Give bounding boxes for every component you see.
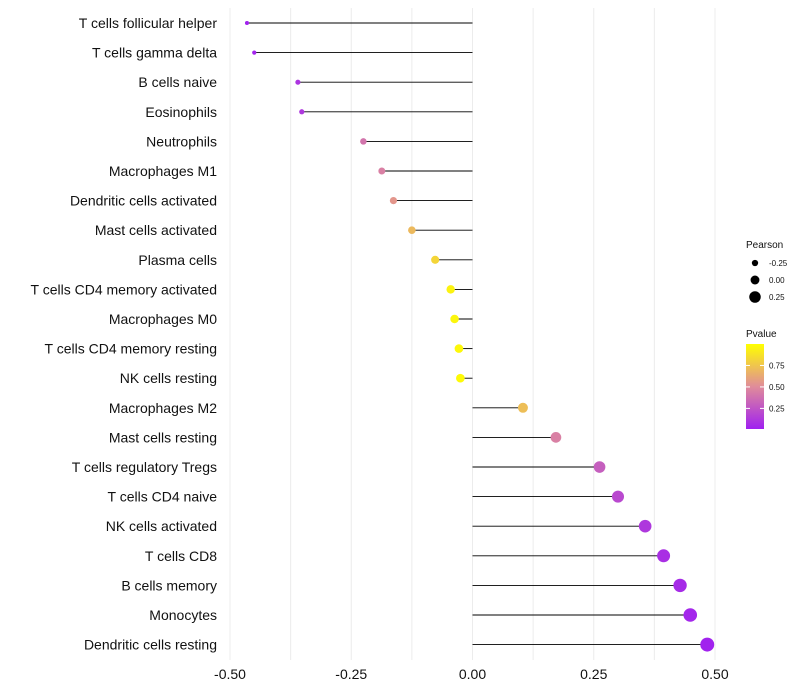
stems — [246, 22, 708, 646]
lollipop-point — [360, 138, 367, 145]
y-axis-label: B cells naive — [138, 74, 217, 90]
legend-pvalue-label: 0.25 — [769, 404, 785, 413]
lollipop-point — [450, 314, 459, 324]
legend-pearson-key — [751, 259, 759, 267]
y-axis-labels: T cells follicular helper T cells gamma d… — [31, 15, 218, 653]
y-axis-label: Macrophages M0 — [109, 311, 217, 327]
lollipop-point — [700, 637, 715, 652]
lollipop-point — [244, 20, 250, 26]
legend-pearson-title: Pearson — [746, 240, 783, 251]
lollipop-point — [550, 432, 562, 443]
y-axis-label: T cells CD4 memory resting — [45, 341, 217, 357]
legend-pearson-label: 0.00 — [769, 276, 785, 285]
y-axis-label: Monocytes — [149, 607, 217, 623]
legend-pvalue-title: Pvalue — [746, 329, 777, 340]
y-axis-label: B cells memory — [121, 577, 217, 593]
y-axis-label: T cells CD4 naive — [108, 489, 218, 505]
y-axis-label: T cells follicular helper — [79, 15, 218, 31]
legend-pearson-key — [750, 275, 760, 285]
y-axis-label: NK cells activated — [106, 518, 217, 534]
x-tick-label: 0.00 — [459, 666, 486, 682]
lollipop-point — [299, 109, 305, 115]
legend-pearson-key — [749, 291, 761, 303]
y-axis-label: Neutrophils — [146, 133, 217, 149]
lollipop-point — [252, 50, 257, 55]
lollipop-point — [446, 285, 455, 294]
y-axis-label: Eosinophils — [145, 104, 217, 120]
lollipop-point — [638, 519, 652, 533]
y-axis-label: Macrophages M1 — [109, 163, 217, 179]
x-tick-label: 0.25 — [580, 666, 607, 682]
legend-pvalue-label: 0.50 — [769, 383, 785, 392]
lollipop-point — [673, 578, 687, 593]
lollipop-point — [378, 167, 386, 175]
y-axis-label: Dendritic cells activated — [70, 193, 217, 209]
legend-pearson-label: -0.25 — [769, 259, 788, 268]
lollipop-point — [389, 197, 398, 205]
y-axis-label: T cells CD4 memory activated — [31, 281, 217, 297]
lollipop-point — [431, 255, 440, 264]
lollipop-point — [295, 79, 301, 85]
y-axis-label: NK cells resting — [120, 370, 217, 386]
pvalue-colorbar — [746, 344, 764, 429]
x-tick-label: 0.50 — [701, 666, 728, 682]
legend-pearson: Pearson -0.25 0.00 0.25 — [746, 240, 788, 303]
lollipop-point — [683, 608, 698, 622]
lollipop-point — [456, 373, 465, 383]
x-tick-label: -0.25 — [335, 666, 367, 682]
y-axis-label: Mast cells resting — [109, 429, 217, 445]
y-axis-label: Dendritic cells resting — [84, 637, 217, 653]
legend-pearson-label: 0.25 — [769, 293, 785, 302]
lollipop-point — [611, 490, 625, 503]
y-axis-label: T cells regulatory Tregs — [72, 459, 217, 475]
y-axis-label: Macrophages M2 — [109, 400, 217, 416]
lollipop-point — [408, 226, 416, 234]
y-axis-label: Mast cells activated — [95, 222, 217, 238]
lollipop-point — [593, 461, 606, 473]
points — [244, 20, 715, 652]
legend-pvalue-label: 0.75 — [769, 361, 785, 370]
y-axis-label: Plasma cells — [138, 252, 217, 268]
lollipop-point — [454, 344, 464, 353]
lollipop-point — [517, 402, 528, 413]
y-axis-label: T cells CD8 — [145, 548, 217, 564]
y-axis-label: T cells gamma delta — [92, 45, 217, 61]
x-axis-ticks: -0.50 -0.25 0.00 0.25 0.50 — [214, 666, 729, 682]
x-tick-label: -0.50 — [214, 666, 246, 682]
grid — [229, 8, 716, 660]
legend-pvalue: Pvalue 0.75 0.50 0.25 — [746, 329, 785, 429]
lollipop-point — [657, 549, 671, 563]
